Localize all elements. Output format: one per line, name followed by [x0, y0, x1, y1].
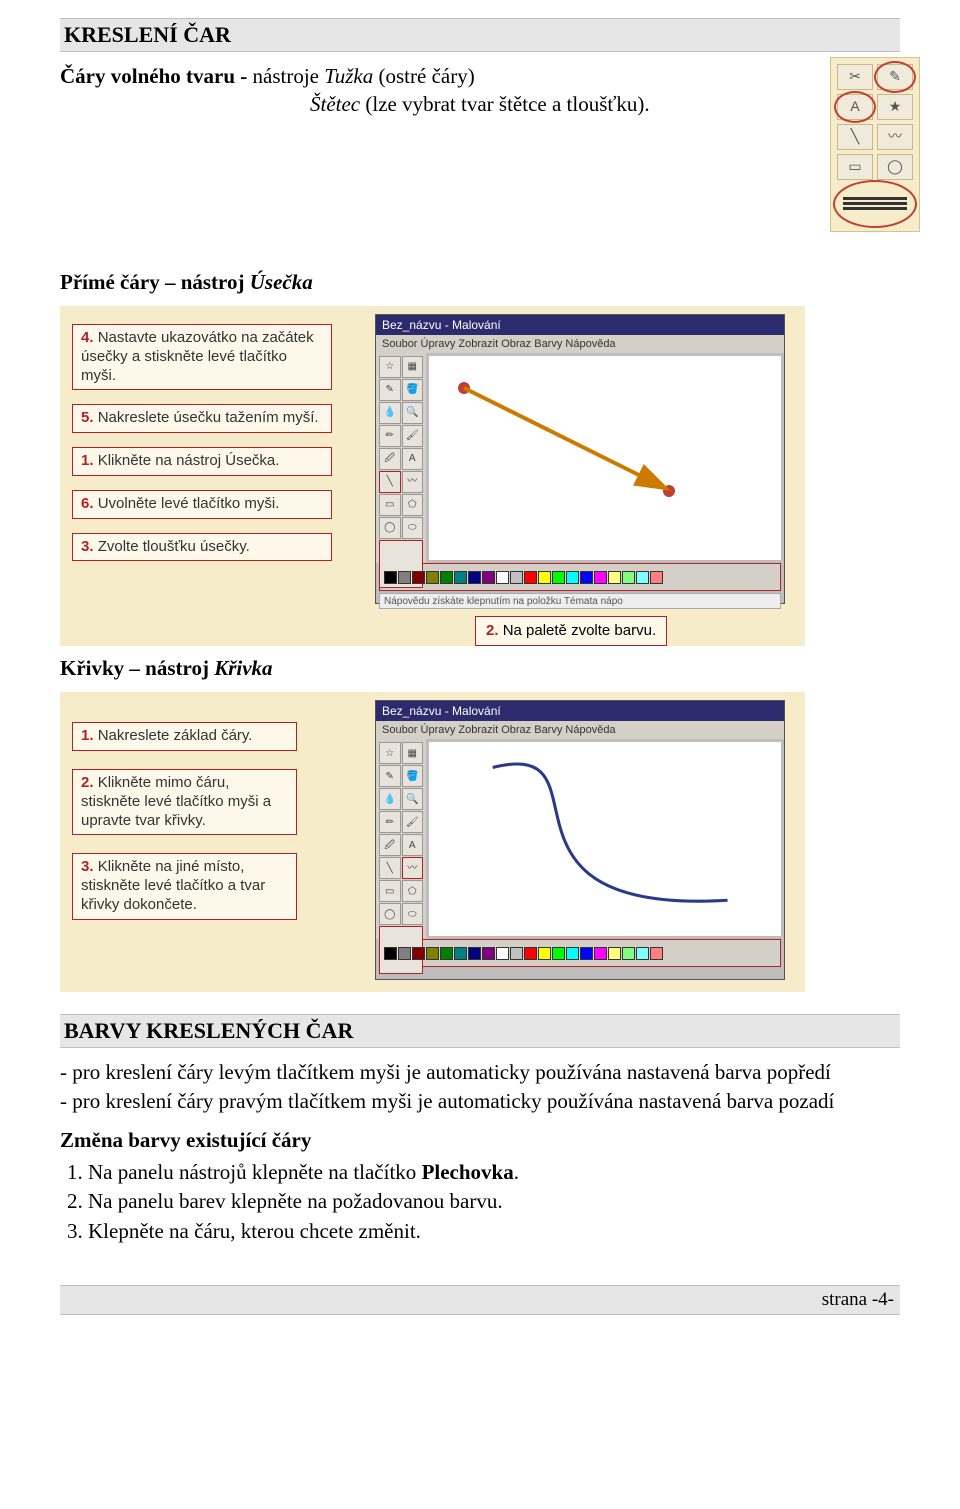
line-icon: ╲: [837, 124, 873, 150]
intro-block: Čáry volného tvaru - nástroje Tužka (ost…: [60, 62, 900, 242]
window-menubar: Soubor Úpravy Zobrazit Obraz Barvy Nápov…: [376, 335, 784, 353]
subheading-curves: Křivky – nástroj Křivka: [60, 654, 900, 682]
tool-icon: ★: [877, 94, 913, 120]
callout-5: 5. Nakreslete úsečku tažením myší.: [72, 404, 332, 433]
mspaint-window-2: Bez_názvu - Malování Soubor Úpravy Zobra…: [375, 700, 785, 980]
pencil-icon: ✎: [877, 64, 913, 90]
callout-1: 1. Klikněte na nástroj Úsečka.: [72, 447, 332, 476]
canvas-curve: [429, 742, 781, 936]
toolbox-snippet: ✂ ✎ A ★ ╲ 〰 ▭ ◯: [830, 57, 920, 232]
callout-k1: 1. Nakreslete základ čáry.: [72, 722, 297, 751]
ellipse-icon: ◯: [877, 154, 913, 180]
line-tool-icon: ╲: [379, 471, 401, 493]
brush-icon: A: [837, 94, 873, 120]
callout-3: 3. Zvolte tloušťku úsečky.: [72, 533, 332, 562]
tool-name-stetec: Štětec: [310, 92, 360, 116]
step-2: Na panelu barev klepněte na požadovanou …: [88, 1187, 900, 1215]
steps-list: Na panelu nástrojů klepněte na tlačítko …: [88, 1158, 900, 1245]
intro-text-1b: nástroje: [253, 64, 325, 88]
intro-text-1c: (ostré čáry): [379, 64, 475, 88]
canvas: [429, 356, 781, 560]
page-number: strana -4-: [60, 1285, 900, 1315]
heading-line-colors: BARVY KRESLENÝCH ČAR: [60, 1014, 900, 1048]
rect-icon: ▭: [837, 154, 873, 180]
curve-tool-icon: 〰: [402, 857, 424, 879]
tool-name-tuzka: Tužka: [324, 64, 373, 88]
tool-icon: ✂: [837, 64, 873, 90]
subheading-straight-lines: Přímé čáry – nástroj Úsečka: [60, 268, 900, 296]
toolbox: ☆▦ ✎🪣 💧🔍 ✏🖌 🖉A ╲〰 ▭⬠ ◯⬭: [376, 353, 426, 563]
window-title: Bez_názvu - Malování: [376, 315, 784, 335]
toolbox: ☆▦ ✎🪣 💧🔍 ✏🖌 🖉A ╲〰 ▭⬠ ◯⬭: [376, 739, 426, 939]
step-3: Klepněte na čáru, kterou chcete změnit.: [88, 1217, 900, 1245]
curve-icon: 〰: [877, 124, 913, 150]
callout-k2: 2. Klikněte mimo čáru, stiskněte levé tl…: [72, 769, 297, 835]
callout-4: 4. Nastavte ukazovátko na začátek úsečky…: [72, 324, 332, 390]
callout-6: 6. Uvolněte levé tlačítko myši.: [72, 490, 332, 519]
diagram-usecka: 4. Nastavte ukazovátko na začátek úsečky…: [60, 306, 805, 646]
intro-text-2: (lze vybrat tvar štětce a tloušťku).: [365, 92, 649, 116]
window-menubar: Soubor Úpravy Zobrazit Obraz Barvy Nápov…: [376, 721, 784, 739]
color-palette: [379, 563, 781, 591]
color-palette: [379, 939, 781, 967]
window-title: Bez_názvu - Malování: [376, 701, 784, 721]
mspaint-window: Bez_názvu - Malování Soubor Úpravy Zobra…: [375, 314, 785, 604]
status-bar: Nápovědu získáte klepnutím na položku Té…: [379, 593, 781, 609]
bullet-list: - pro kreslení čáry levým tlačítkem myši…: [60, 1058, 900, 1116]
callout-2: 2. Na paletě zvolte barvu.: [475, 616, 667, 646]
bullet-1: - pro kreslení čáry levým tlačítkem myši…: [60, 1058, 900, 1086]
callout-k3: 3. Klikněte na jiné místo, stiskněte lev…: [72, 853, 297, 919]
heading-drawing-lines: KRESLENÍ ČAR: [60, 18, 900, 52]
subheading-change-color: Změna barvy existující čáry: [60, 1126, 900, 1154]
step-1: Na panelu nástrojů klepněte na tlačítko …: [88, 1158, 900, 1186]
intro-lead: Čáry volného tvaru -: [60, 64, 253, 88]
bullet-2: - pro kreslení čáry pravým tlačítkem myš…: [60, 1087, 900, 1115]
line-width-selector: [837, 184, 913, 224]
diagram-krivka: 1. Nakreslete základ čáry. 2. Klikněte m…: [60, 692, 805, 992]
